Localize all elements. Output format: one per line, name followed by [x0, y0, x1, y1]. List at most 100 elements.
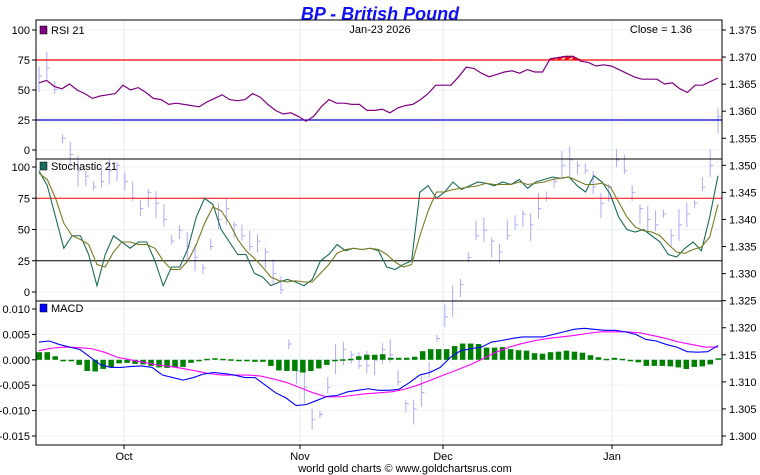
stochastic-d-line: [38, 172, 719, 283]
macd-histogram-bar: [595, 357, 602, 360]
macd-histogram-bar: [379, 354, 386, 360]
macd-histogram-bar: [92, 359, 98, 372]
macd-histogram-bar: [348, 358, 354, 361]
macd-histogram-bar: [467, 343, 474, 360]
macd-legend: MACD: [51, 303, 83, 315]
macd-histogram-bar: [156, 359, 162, 368]
price-tick-label: 1.355: [729, 133, 757, 145]
macd-histogram-bar: [427, 349, 434, 360]
macd-histogram-bar: [44, 352, 50, 360]
price-tick-label: 1.325: [729, 296, 757, 308]
y-tick-label: 50: [18, 85, 30, 97]
rsi-legend: RSI 21: [51, 25, 85, 37]
macd-histogram-bar: [603, 358, 610, 361]
macd-histogram-bar: [116, 359, 122, 364]
macd-histogram-bar: [403, 357, 410, 360]
macd-signal-line: [38, 331, 718, 398]
macd-histogram-bar: [683, 359, 690, 369]
macd-histogram-bar: [651, 359, 658, 366]
macd-histogram-bar: [260, 359, 266, 362]
y-tick-label: 25: [18, 256, 30, 268]
macd-histogram-bar: [316, 359, 322, 369]
macd-histogram-bar: [507, 349, 514, 360]
macd-histogram-bar: [148, 359, 154, 366]
macd-histogram-bar: [196, 359, 202, 362]
macd-histogram-bar: [212, 358, 218, 360]
rsi-line: [38, 55, 719, 122]
plot-frame: [35, 19, 723, 446]
y-tick-label: -0.015: [0, 431, 30, 443]
macd-histogram-bar: [68, 359, 74, 362]
macd-histogram-bar: [475, 344, 482, 360]
macd-histogram-bar: [332, 359, 338, 362]
footer-credit: world gold charts © www.goldchartsrus.co…: [297, 463, 512, 475]
price-tick-label: 1.300: [729, 431, 757, 443]
price-tick-label: 1.345: [729, 187, 757, 199]
macd-histogram-bar: [228, 359, 234, 361]
stochastic-legend-swatch: [39, 161, 48, 171]
y-tick-label: 100: [12, 162, 30, 174]
macd-histogram-bar: [188, 359, 194, 363]
macd-histogram-bar: [284, 359, 290, 371]
macd-histogram-bar: [675, 359, 682, 368]
price-tick-label: 1.370: [729, 52, 757, 64]
macd-histogram-bar: [555, 351, 562, 360]
macd-histogram-bar: [124, 359, 130, 363]
macd-histogram-bar: [252, 359, 258, 362]
price-tick-label: 1.335: [729, 242, 757, 254]
macd-histogram-bar: [419, 351, 426, 360]
rsi-legend-swatch: [39, 25, 48, 35]
chart-title: BP - British Pound: [301, 4, 460, 24]
y-tick-label: 25: [18, 115, 30, 127]
macd-histogram-bar: [132, 359, 138, 364]
x-tick-label: Oct: [115, 451, 132, 463]
macd-histogram-bar: [547, 352, 554, 360]
macd-histogram-bar: [643, 359, 650, 366]
date-label: Jan-23 2026: [349, 24, 410, 36]
rsi-panel: [36, 55, 722, 122]
macd-histogram-bar: [244, 359, 250, 362]
x-tick-label: Nov: [290, 451, 310, 463]
macd-histogram-bar: [539, 353, 546, 360]
y-tick-label: 75: [18, 55, 30, 67]
x-tick-label: Dec: [433, 451, 453, 463]
macd-histogram-bar: [276, 359, 282, 371]
price-tick-label: 1.340: [729, 214, 757, 226]
macd-histogram-bar: [443, 349, 450, 360]
macd-histogram-bar: [84, 359, 90, 371]
stochastic-legend: Stochastic 21: [51, 161, 117, 173]
axes: Oct Nov Dec Jan 100 75 50 25 0 100 75 50 25 0 0.010 0.0…: [0, 25, 757, 463]
macd-histogram-bar: [60, 359, 66, 362]
macd-histogram-bar: [715, 358, 721, 360]
y-tick-label: 0: [24, 287, 30, 299]
macd-histogram-bar: [100, 359, 106, 369]
macd-histogram-bar: [635, 359, 642, 363]
macd-histogram-bar: [308, 359, 314, 371]
x-tick-label: Jan: [603, 451, 621, 463]
macd-histogram-bar: [204, 358, 210, 361]
macd-histogram-bar: [563, 350, 570, 360]
macd-panel: [36, 327, 721, 407]
y-tick-label: 0: [24, 145, 30, 157]
macd-histogram-bar: [300, 359, 306, 373]
macd-histogram-bar: [76, 359, 82, 365]
price-tick-label: 1.315: [729, 350, 757, 362]
macd-histogram-bar: [491, 347, 498, 360]
price-tick-label: 1.365: [729, 79, 757, 91]
macd-histogram-bar: [435, 349, 442, 360]
price-tick-label: 1.330: [729, 269, 757, 281]
macd-histogram-bar: [395, 357, 402, 360]
macd-histogram-bar: [324, 359, 330, 365]
macd-histogram-bar: [627, 359, 634, 362]
macd-histogram-bar: [587, 355, 594, 360]
macd-histogram-bar: [372, 354, 378, 360]
macd-histogram-bar: [611, 357, 618, 360]
macd-histogram-bar: [707, 359, 714, 365]
macd-histogram-bar: [571, 351, 578, 360]
macd-histogram-bar: [292, 359, 298, 371]
price-bars: [38, 51, 721, 430]
macd-histogram-bar: [411, 356, 418, 360]
macd-histogram-bar: [451, 346, 458, 360]
macd-histogram-bar: [340, 359, 346, 361]
